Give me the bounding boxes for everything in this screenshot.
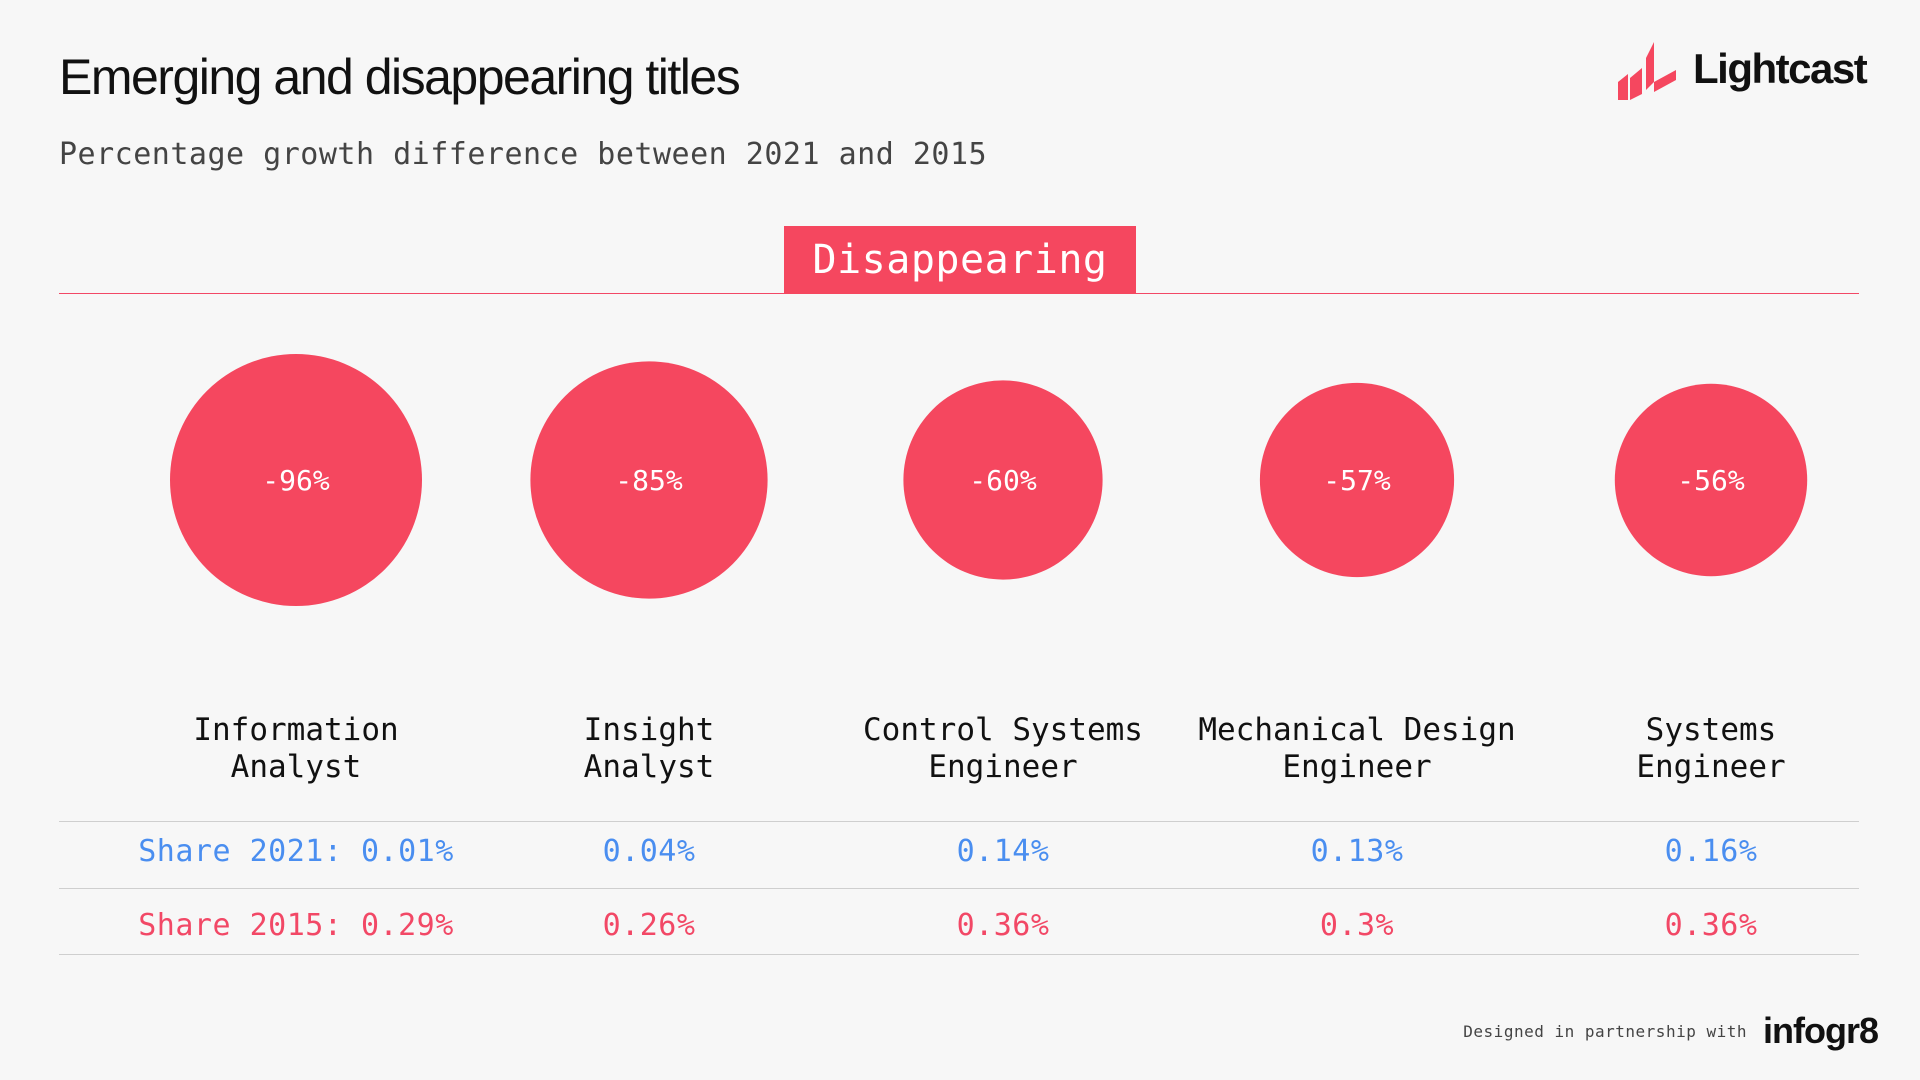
bubble-label-4: -57% bbox=[1323, 464, 1391, 497]
lightcast-mark-icon bbox=[1618, 42, 1676, 100]
share-2015-value-3: 0.36% bbox=[956, 908, 1050, 943]
lightcast-wordmark: Lightcast bbox=[1693, 45, 1868, 92]
bubble-label-3: -60% bbox=[969, 464, 1037, 497]
bubble-label-2: -85% bbox=[615, 464, 683, 497]
job-title-5-line-2: Engineer bbox=[1636, 749, 1786, 785]
job-title-4-line-1: Mechanical Design bbox=[1198, 712, 1516, 748]
footer-text: Designed in partnership with bbox=[1463, 1021, 1747, 1041]
job-title-2-line-1: Insight bbox=[583, 712, 715, 748]
job-title-3-line-2: Engineer bbox=[928, 749, 1078, 785]
job-title-2-line-2: Analyst bbox=[583, 749, 715, 785]
share-2021-value-3: 0.14% bbox=[956, 834, 1050, 869]
job-title-1: Information Analyst bbox=[126, 712, 466, 786]
bubble-2 bbox=[530, 361, 768, 599]
share-2021-value-2: 0.04% bbox=[602, 834, 696, 869]
table-divider-top bbox=[59, 821, 1859, 822]
footer: Designed in partnership with infogr8 bbox=[1463, 1010, 1879, 1052]
job-title-3: Control Systems Engineer bbox=[833, 712, 1173, 786]
table-divider-middle bbox=[59, 888, 1859, 889]
section-tag-disappearing: Disappearing bbox=[784, 226, 1136, 294]
table-divider-bottom bbox=[59, 954, 1859, 955]
infogr8-logo: infogr8 bbox=[1763, 1010, 1879, 1051]
bubble-1 bbox=[170, 354, 422, 606]
job-title-2: Insight Analyst bbox=[479, 712, 819, 786]
share-2015-value-2: 0.26% bbox=[602, 908, 696, 943]
share-2015-value-4: 0.3% bbox=[1319, 908, 1395, 943]
job-title-3-line-1: Control Systems bbox=[863, 712, 1143, 748]
bubble-4 bbox=[1259, 382, 1455, 578]
job-title-1-line-1: Information bbox=[193, 712, 399, 748]
share-2021-value-4: 0.13% bbox=[1310, 834, 1404, 869]
share-2021-value-1: Share 2021: 0.01% bbox=[138, 834, 454, 869]
bubble-label-1: -96% bbox=[262, 464, 330, 497]
share-2015-value-5: 0.36% bbox=[1664, 908, 1758, 943]
job-title-4-line-2: Engineer bbox=[1282, 749, 1432, 785]
bubble-3 bbox=[903, 380, 1103, 580]
bubble-5 bbox=[1614, 383, 1808, 577]
job-title-5: Systems Engineer bbox=[1541, 712, 1881, 786]
chart-title: Emerging and disappearing titles bbox=[59, 49, 741, 105]
lightcast-logo: Lightcast bbox=[1618, 40, 1882, 102]
bubble-label-5: -56% bbox=[1677, 464, 1745, 497]
job-title-4: Mechanical Design Engineer bbox=[1187, 712, 1527, 786]
job-title-1-line-2: Analyst bbox=[230, 749, 362, 785]
job-title-5-line-1: Systems bbox=[1645, 712, 1777, 748]
share-2021-value-5: 0.16% bbox=[1664, 834, 1758, 869]
chart-subtitle: Percentage growth difference between 202… bbox=[59, 137, 988, 172]
share-2015-value-1: Share 2015: 0.29% bbox=[138, 908, 454, 943]
